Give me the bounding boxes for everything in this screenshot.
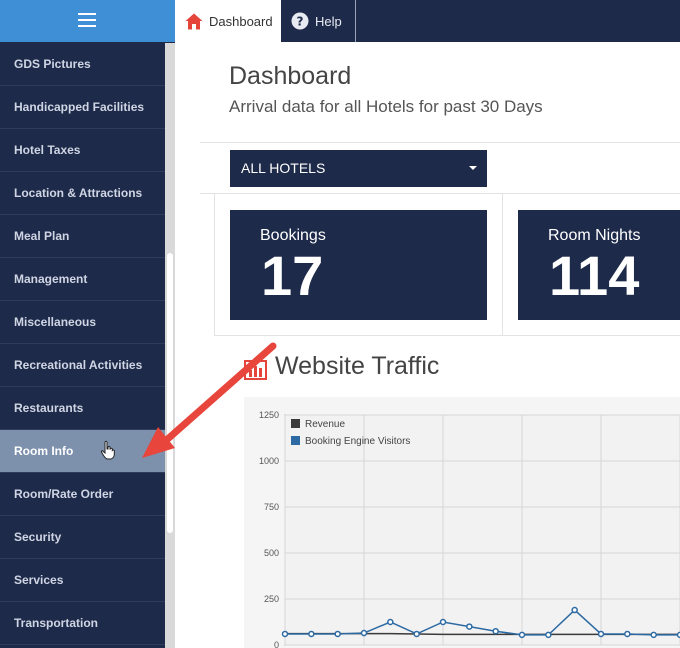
stats-panel (214, 194, 680, 336)
series-line-visitors (285, 609, 680, 636)
svg-text:?: ? (297, 14, 304, 28)
data-point (571, 606, 578, 614)
y-tick-label: 1250 (259, 410, 279, 420)
hand-cursor-icon (100, 440, 115, 460)
data-point (413, 630, 420, 638)
bookings-card: Bookings 17 (230, 210, 487, 320)
bookings-label: Bookings (260, 227, 326, 244)
room-nights-label: Room Nights (548, 227, 641, 244)
sidebar-item-management[interactable]: Management (0, 258, 165, 301)
data-point (281, 630, 289, 638)
sidebar-item-services[interactable]: Services (0, 559, 165, 602)
sidebar-item-restaurants[interactable]: Restaurants (0, 387, 165, 430)
page-subtitle: Arrival data for all Hotels for past 30 … (229, 97, 543, 116)
website-traffic-chart: 0 250 500 750 1000 1250 Revenue Booking Engine … (259, 410, 680, 648)
bar-chart-icon (244, 360, 267, 380)
data-point (439, 618, 447, 626)
bookings-value: 17 (261, 244, 324, 307)
data-point (624, 630, 631, 638)
hotel-select-value: ALL HOTELS (241, 160, 326, 176)
tab-label: Dashboard (209, 13, 273, 29)
sidebar-item-security[interactable]: Security (0, 516, 165, 559)
sidebar-item-location-attractions[interactable]: Location & Attractions (0, 172, 165, 215)
room-nights-card: Room Nights 114 (518, 210, 680, 320)
sidebar-item-hotel-taxes[interactable]: Hotel Taxes (0, 129, 165, 172)
sidebar-header (0, 0, 175, 42)
tab-label: Help (315, 13, 342, 29)
sidebar-item-gds-pictures[interactable]: GDS Pictures (0, 43, 165, 86)
page-title: Dashboard (229, 62, 352, 90)
data-point (360, 629, 368, 637)
sidebar-menu: GDS Pictures Handicapped Facilities Hote… (0, 43, 165, 645)
legend-label: Revenue (305, 419, 345, 430)
data-point (334, 630, 341, 638)
legend-swatch (291, 436, 300, 445)
tab-dashboard[interactable]: Dashboard (175, 0, 281, 42)
sidebar: GDS Pictures Handicapped Facilities Hote… (0, 0, 175, 648)
tab-help[interactable]: ? Help (281, 0, 356, 42)
sidebar-item-recreational-activities[interactable]: Recreational Activities (0, 344, 165, 387)
section-title: Website Traffic (275, 352, 440, 380)
sidebar-item-room-info[interactable]: Room Info (0, 430, 165, 473)
plot-area (284, 414, 680, 646)
data-point (676, 631, 680, 639)
y-tick-label: 500 (264, 548, 279, 558)
legend-swatch (291, 419, 300, 428)
sidebar-item-transportation[interactable]: Transportation (0, 602, 165, 645)
data-point (518, 631, 526, 639)
divider (200, 142, 680, 143)
y-tick-label: 750 (264, 502, 279, 512)
sidebar-item-room-rate-order[interactable]: Room/Rate Order (0, 473, 165, 516)
sidebar-item-miscellaneous[interactable]: Miscellaneous (0, 301, 165, 344)
top-nav: Dashboard ? Help (175, 0, 680, 42)
sidebar-scrollbar[interactable] (165, 43, 175, 648)
sidebar-item-label: Room Info (14, 444, 74, 458)
home-icon (185, 13, 203, 29)
data-point (597, 630, 605, 638)
y-tick-label: 1000 (259, 456, 279, 466)
caret-down-icon (469, 166, 477, 170)
y-tick-label: 250 (264, 594, 279, 604)
data-point (466, 623, 473, 630)
data-point (308, 630, 315, 638)
stats-divider (502, 194, 503, 335)
hotel-select[interactable]: ALL HOTELS (230, 150, 487, 187)
sidebar-item-handicapped-facilities[interactable]: Handicapped Facilities (0, 86, 165, 129)
data-point (545, 631, 552, 639)
sidebar-item-meal-plan[interactable]: Meal Plan (0, 215, 165, 258)
data-point (650, 631, 657, 639)
sidebar-scroll-thumb[interactable] (167, 253, 173, 533)
legend-label: Booking Engine Visitors (305, 436, 410, 447)
divider (200, 193, 680, 194)
room-nights-value: 114 (549, 244, 640, 307)
data-point (492, 627, 499, 635)
hamburger-menu-icon[interactable] (78, 13, 96, 27)
help-icon: ? (291, 12, 309, 30)
data-point (387, 618, 394, 626)
y-tick-label: 0 (274, 640, 279, 648)
